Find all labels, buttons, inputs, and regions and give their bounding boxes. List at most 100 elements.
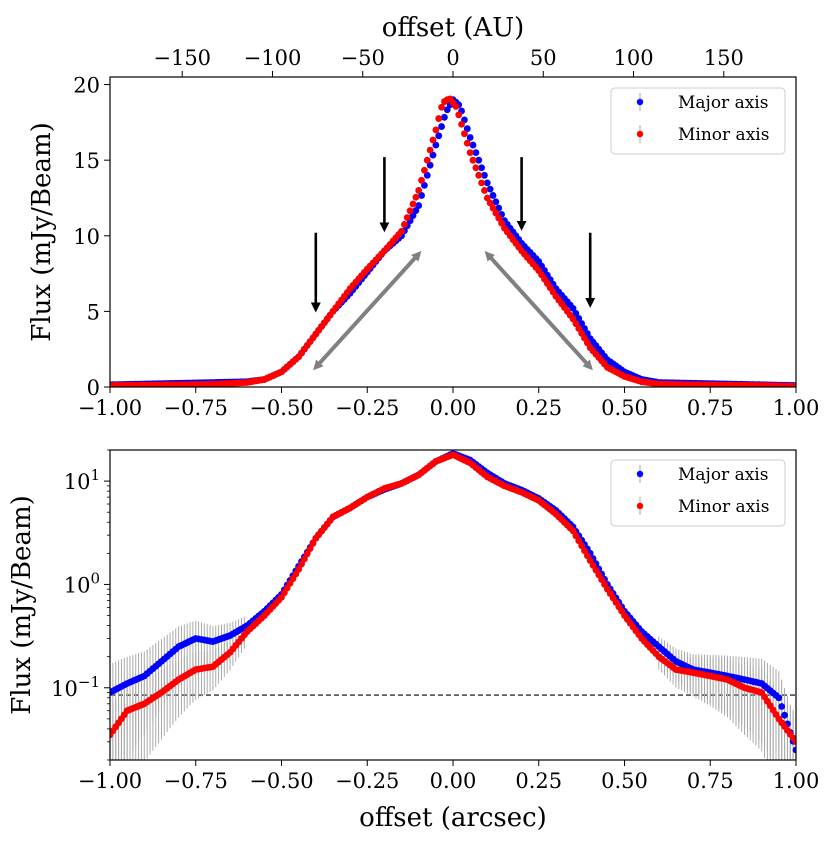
data-point	[778, 703, 786, 710]
data-point	[581, 547, 588, 555]
data-point	[469, 156, 477, 164]
top-secondary-tick-label: 150	[704, 46, 744, 70]
top-x-tick-label: −0.50	[249, 396, 313, 420]
bottom-y-tick-label: 100	[64, 569, 100, 597]
top-y-tick-label: 10	[73, 225, 100, 249]
bottom-panel: −1.00 −0.75 −0.50 −0.25 0.00 0.25 0.50 0.75 1.00…	[7, 449, 819, 833]
data-point	[498, 219, 505, 227]
data-point	[418, 192, 425, 199]
legend-marker-major	[636, 470, 644, 478]
bottom-x-tick-label: −0.25	[335, 769, 399, 793]
bottom-x-axis-title: offset (arcsec)	[359, 803, 547, 833]
data-point	[406, 207, 414, 215]
data-point	[309, 540, 317, 547]
data-point	[792, 382, 796, 387]
data-point	[792, 738, 796, 746]
bottom-legend: Major axis Minor axis	[610, 459, 786, 527]
bottom-data-layer	[110, 450, 796, 760]
data-point	[481, 187, 488, 194]
data-point	[306, 545, 314, 553]
top-secondary-tick-label: −150	[153, 46, 211, 70]
data-point	[495, 204, 503, 212]
top-secondary-tick-label: −50	[341, 46, 385, 70]
top-annotations	[310, 157, 596, 371]
bottom-x-tick-label: 0.25	[515, 769, 562, 793]
data-point	[418, 176, 425, 184]
bottom-x-tick-label: −0.50	[249, 769, 313, 793]
data-point	[463, 125, 471, 133]
data-point	[438, 123, 445, 130]
data-point	[483, 194, 491, 202]
bottom-y-tick-label: 10−1	[51, 673, 100, 701]
data-point	[489, 204, 497, 212]
data-point	[423, 171, 431, 179]
data-point	[435, 132, 443, 140]
top-x-tick-label: 0.25	[515, 396, 562, 420]
data-point	[492, 198, 500, 206]
legend-label-major: Major axis	[678, 93, 768, 113]
data-point	[486, 199, 494, 207]
data-point	[426, 146, 434, 154]
legend-marker-minor	[636, 130, 644, 138]
double-arrow	[484, 250, 593, 371]
data-point	[429, 136, 437, 144]
top-secondary-tick-label: −100	[244, 46, 302, 70]
legend-marker-minor	[636, 502, 644, 510]
top-x-tick-label: 0.00	[430, 396, 477, 420]
data-point	[575, 537, 583, 545]
data-point	[483, 179, 491, 187]
top-x-ticks: −1.00 −0.75 −0.50 −0.25 0.00 0.25 0.50 0.75 1.00	[78, 387, 820, 420]
data-point	[423, 156, 431, 164]
data-point	[438, 103, 445, 111]
data-point	[441, 113, 448, 121]
data-point	[792, 746, 796, 754]
data-point	[472, 164, 480, 172]
top-x-tick-label: 1.00	[773, 396, 820, 420]
data-point	[300, 555, 308, 563]
data-point	[583, 552, 591, 560]
data-point	[401, 221, 408, 228]
top-secondary-tick-label: 0	[446, 46, 459, 70]
top-secondary-x-ticks: −150 −100 −50 0 50 100 150	[153, 46, 744, 77]
data-point	[466, 134, 474, 141]
bottom-y-tick-label: 101	[64, 466, 100, 494]
data-point	[481, 171, 488, 179]
data-point	[455, 111, 463, 119]
data-point	[458, 120, 465, 128]
data-point	[403, 214, 411, 222]
data-point	[478, 179, 485, 187]
bottom-x-tick-label: 0.50	[601, 769, 648, 793]
legend-label-minor: Minor axis	[678, 497, 769, 517]
data-point	[486, 185, 494, 193]
data-point	[415, 202, 423, 209]
data-point	[443, 106, 451, 114]
data-point	[415, 187, 423, 194]
top-y-tick-label: 5	[87, 300, 100, 324]
top-y-tick-label: 15	[73, 149, 100, 173]
data-point	[492, 209, 500, 217]
data-point	[775, 694, 783, 702]
top-y-tick-label: 20	[73, 74, 100, 98]
top-y-axis-title: Flux (mJy/Beam)	[27, 122, 57, 342]
data-point	[412, 193, 420, 201]
top-x-tick-label: −0.75	[164, 396, 228, 420]
bottom-x-tick-label: −1.00	[78, 769, 142, 793]
data-point	[412, 207, 420, 214]
bottom-y-ticks: 10−1 100 101	[51, 449, 110, 761]
data-point	[398, 227, 405, 235]
data-point	[426, 161, 434, 169]
legend-label-minor: Minor axis	[678, 125, 769, 145]
top-y-tick-label: 0	[87, 376, 100, 400]
data-point	[461, 130, 468, 138]
top-x-tick-label: −0.25	[335, 396, 399, 420]
data-point	[578, 542, 586, 550]
top-secondary-x-title: offset (AU)	[382, 13, 525, 43]
top-panel: −1.00 −0.75 −0.50 −0.25 0.00 0.25 0.50 0.75 1.00…	[27, 13, 819, 420]
data-point	[478, 164, 485, 172]
double-arrow	[313, 250, 422, 371]
data-point	[432, 141, 440, 149]
top-secondary-tick-label: 50	[530, 46, 557, 70]
bottom-x-tick-label: 0.00	[430, 769, 477, 793]
data-point	[295, 565, 303, 573]
legend-marker-major	[636, 98, 644, 106]
